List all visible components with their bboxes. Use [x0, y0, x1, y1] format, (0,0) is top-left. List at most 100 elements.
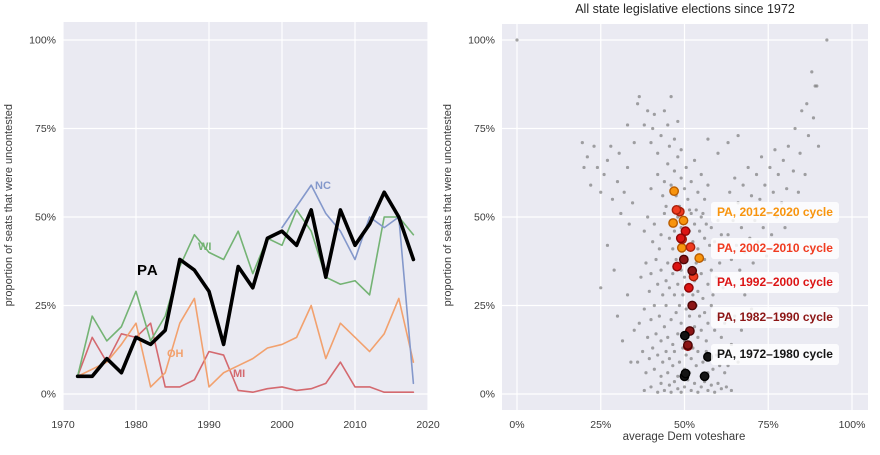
x-tick-label: 25%	[590, 419, 611, 431]
background-point	[667, 144, 672, 148]
background-point	[713, 328, 717, 332]
background-point	[713, 390, 717, 394]
background-point	[684, 165, 688, 170]
background-point	[736, 133, 740, 138]
line-NC	[281, 184, 415, 385]
background-point	[661, 293, 665, 297]
background-point	[615, 180, 620, 184]
background-point	[599, 286, 603, 290]
annotation-pa-2012-2020: PA, 2012–2020 cycle	[711, 202, 839, 223]
background-point	[724, 385, 728, 389]
background-point	[704, 222, 708, 226]
background-point	[758, 197, 762, 201]
background-point	[763, 183, 767, 187]
pa-cycle-point	[678, 215, 689, 226]
background-point	[679, 390, 683, 394]
background-point	[659, 339, 663, 343]
background-point	[659, 233, 663, 237]
background-point	[689, 211, 693, 216]
background-point	[636, 102, 640, 106]
background-point	[671, 247, 675, 251]
background-point	[646, 109, 650, 113]
line-label-oh: OH	[167, 348, 184, 360]
y-tick-label: 50%	[35, 212, 56, 224]
background-point	[515, 38, 519, 42]
background-point	[703, 310, 707, 315]
background-point	[585, 155, 589, 159]
x-tick-label: 50%	[674, 419, 695, 431]
background-point	[697, 314, 702, 318]
background-point	[654, 257, 658, 262]
background-point	[620, 339, 625, 343]
background-point	[627, 222, 631, 226]
background-point	[825, 38, 829, 42]
background-point	[697, 229, 702, 233]
background-point	[664, 279, 668, 283]
annotation-pa-1972-1980: PA, 1972–1980 cycle	[711, 344, 839, 365]
background-point	[791, 169, 795, 173]
right-y-axis-title: proportion of seats that were unconteste…	[442, 104, 454, 307]
background-point	[694, 208, 698, 212]
background-point	[796, 190, 800, 194]
background-point	[676, 374, 680, 378]
background-point	[684, 353, 688, 357]
background-point	[679, 321, 683, 325]
background-point	[741, 183, 745, 187]
pa-cycle-point	[680, 368, 691, 379]
background-point	[657, 314, 661, 318]
background-point	[651, 240, 655, 244]
background-point	[646, 335, 650, 339]
background-point	[706, 183, 710, 187]
background-point	[629, 360, 633, 364]
pa-cycle-point	[671, 205, 682, 215]
x-tick-label: 1990	[197, 419, 221, 431]
background-point	[803, 172, 807, 177]
background-point	[619, 211, 623, 216]
background-point	[656, 172, 660, 177]
background-point	[751, 261, 755, 265]
background-point	[652, 222, 656, 226]
line-WI	[76, 209, 415, 378]
background-point	[692, 158, 697, 162]
background-point	[783, 226, 787, 230]
background-point	[699, 272, 703, 276]
background-point	[661, 194, 665, 198]
background-point	[692, 222, 697, 226]
pa-cycle-point	[687, 300, 698, 311]
y-tick-label: 100%	[29, 35, 56, 47]
background-point	[816, 144, 821, 148]
background-point	[729, 388, 733, 393]
background-point	[781, 158, 785, 162]
background-point	[689, 388, 693, 393]
background-point	[759, 155, 764, 159]
background-point	[676, 119, 680, 124]
pa-cycle-point	[683, 282, 694, 293]
background-point	[656, 353, 660, 357]
background-point	[625, 165, 630, 170]
background-point	[676, 387, 680, 391]
line-label-pa: PA	[137, 262, 159, 279]
background-point	[652, 303, 656, 308]
y-tick-label: 75%	[35, 123, 56, 135]
background-point	[716, 151, 720, 155]
background-point	[666, 371, 670, 375]
background-point	[679, 148, 683, 152]
background-point	[699, 328, 703, 332]
background-point	[684, 307, 688, 311]
y-tick-label: 25%	[35, 300, 56, 312]
pa-cycle-point	[685, 242, 696, 252]
background-point	[810, 70, 814, 74]
y-tick-label: 100%	[468, 35, 495, 47]
background-point	[656, 282, 660, 286]
background-point	[746, 165, 750, 170]
background-point	[630, 201, 635, 205]
background-point	[612, 268, 616, 272]
background-point	[592, 144, 596, 148]
background-point	[776, 172, 780, 177]
background-point	[599, 190, 603, 194]
right-chart-title: All state legislative elections since 19…	[575, 2, 795, 16]
background-point	[708, 243, 712, 247]
background-point	[664, 349, 668, 354]
background-point	[666, 123, 670, 127]
background-point	[706, 388, 710, 393]
